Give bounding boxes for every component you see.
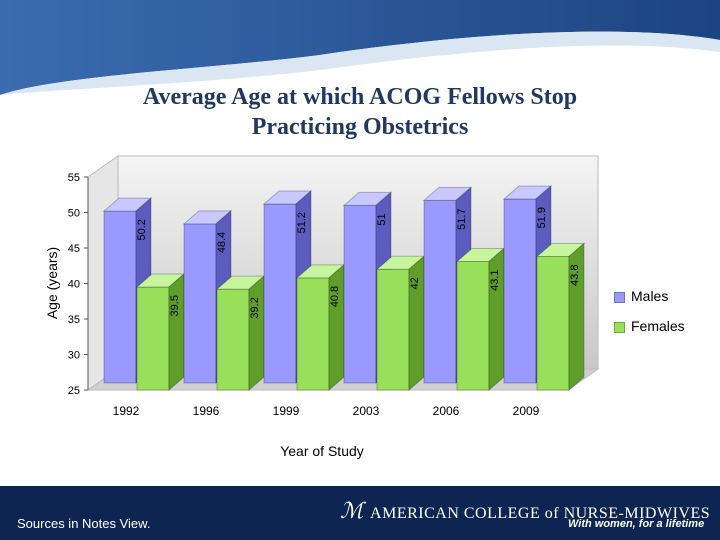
- bar-males-2003: [343, 204, 377, 384]
- footer-bar: Sources in Notes View. ℳ AMERICAN COLLEGE…: [0, 486, 720, 540]
- legend-item-females: Females: [614, 318, 685, 334]
- y-tick-label: 55: [68, 172, 80, 184]
- header-band: [0, 0, 720, 95]
- y-tick-label: 30: [68, 350, 80, 362]
- data-label: 42: [409, 277, 421, 289]
- bar-side-face: [328, 263, 345, 392]
- x-tick-label: 1996: [193, 404, 220, 418]
- y-tick-label: 25: [68, 385, 80, 397]
- y-tick-label: 50: [68, 208, 80, 220]
- y-axis-title: Age (years): [44, 247, 60, 319]
- data-label: 50.2: [136, 219, 148, 240]
- bar-females-1992: [136, 286, 170, 391]
- x-tick-label: 1999: [273, 404, 300, 418]
- bar-males-1992: [103, 210, 137, 384]
- data-label: 51: [376, 213, 388, 225]
- bar-males-2009: [503, 198, 537, 384]
- bar-males-1996: [183, 223, 217, 384]
- bar-side-face: [248, 275, 265, 392]
- bar-females-2003: [376, 268, 410, 391]
- bar-females-2009: [536, 256, 570, 391]
- bar-side-face: [568, 242, 585, 392]
- source-note: Sources in Notes View.: [17, 516, 151, 531]
- legend-item-males: Males: [614, 288, 668, 304]
- chart-title: Average Age at which ACOG Fellows Stop P…: [142, 84, 578, 140]
- tagline: With women, for a lifetime: [568, 518, 705, 530]
- bar-males-2006: [423, 199, 457, 384]
- x-axis-title: Year of Study: [280, 443, 364, 459]
- x-tick-label: 2009: [513, 404, 540, 418]
- data-label: 43.1: [489, 269, 501, 290]
- x-tick-label: 1992: [113, 404, 140, 418]
- bar-females-1996: [216, 288, 250, 391]
- y-tick-label: 35: [68, 314, 80, 326]
- y-tick-label: 45: [68, 243, 80, 255]
- data-label: 40.8: [329, 286, 341, 307]
- data-label: 39.2: [249, 297, 261, 318]
- data-label: 51.7: [456, 208, 468, 229]
- legend-label-males: Males: [631, 288, 669, 304]
- bar-side-face: [168, 272, 185, 392]
- legend-swatch-males: [614, 291, 625, 303]
- bar-females-1999: [296, 277, 330, 391]
- data-label: 43.8: [569, 265, 581, 286]
- bar-side-face: [408, 255, 425, 392]
- x-tick-label: 2003: [353, 404, 380, 418]
- acnm-logo: ℳ AMERICAN COLLEGE of NURSE-MIDWIVES: [340, 498, 711, 523]
- data-label: 39.5: [169, 295, 181, 316]
- bar-males-1999: [263, 203, 297, 384]
- data-label: 51.2: [296, 212, 308, 233]
- org-name: AMERICAN COLLEGE of NURSE-MIDWIVES: [370, 505, 711, 522]
- x-tick-label: 2006: [433, 404, 460, 418]
- y-tick-label: 40: [68, 279, 80, 291]
- bar-females-2006: [456, 260, 490, 391]
- legend-swatch-females: [614, 321, 625, 333]
- legend-label-females: Females: [631, 318, 685, 334]
- data-label: 48.4: [216, 232, 228, 253]
- bar-chart: 25 30 35 40 45 50 55 Age (years) 1992 50.2 39.5 199…: [44, 155, 600, 418]
- data-label: 51.9: [536, 207, 548, 228]
